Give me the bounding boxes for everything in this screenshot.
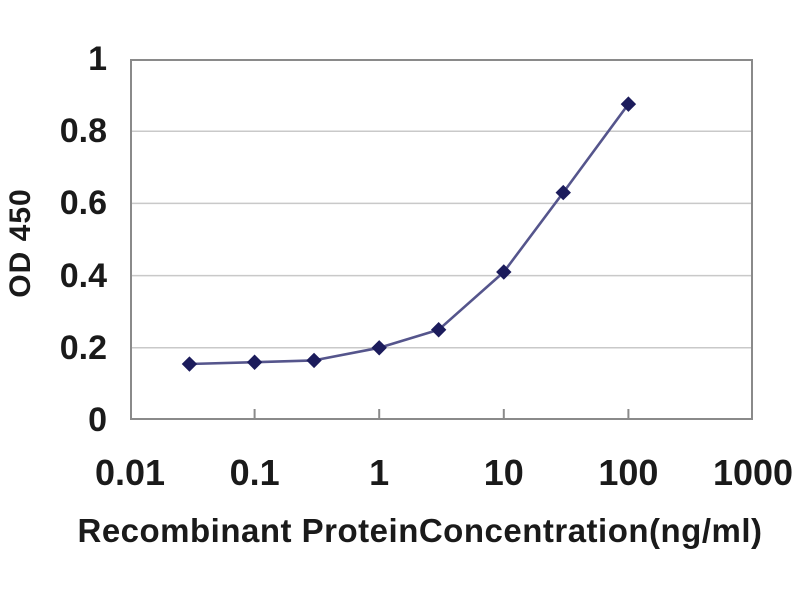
plot-frame xyxy=(130,59,753,420)
data-point-marker xyxy=(246,354,263,370)
plot-area xyxy=(130,59,753,420)
data-point-marker xyxy=(306,352,322,369)
x-tick-label: 100 xyxy=(598,452,659,493)
chart-canvas xyxy=(130,59,753,420)
x-tick-label: 1000 xyxy=(712,452,794,493)
series-line xyxy=(189,103,630,366)
data-point-marker xyxy=(620,96,637,112)
y-tick-label: 0.4 xyxy=(59,256,107,295)
x-tick-label: 0.01 xyxy=(94,452,166,493)
y-tick-label: 0.2 xyxy=(59,328,107,367)
data-point-marker xyxy=(430,322,447,338)
y-tick-label: 0.6 xyxy=(59,184,107,223)
x-tick-label: 0.1 xyxy=(229,452,280,493)
data-point-marker xyxy=(371,340,387,356)
data-point-marker xyxy=(555,184,571,201)
y-tick-label: 0.8 xyxy=(59,112,107,151)
x-tick-label: 1 xyxy=(369,452,390,493)
data-point-marker xyxy=(181,356,198,372)
data-point-marker xyxy=(496,264,512,280)
x-axis-title: Recombinant ProteinConcentration(ng/ml) xyxy=(77,512,763,549)
y-axis-title: OD 450 xyxy=(4,188,37,298)
x-tick-label: 10 xyxy=(483,452,524,493)
y-tick-label: 1 xyxy=(88,40,107,78)
y-tick-label: 0 xyxy=(88,401,107,439)
